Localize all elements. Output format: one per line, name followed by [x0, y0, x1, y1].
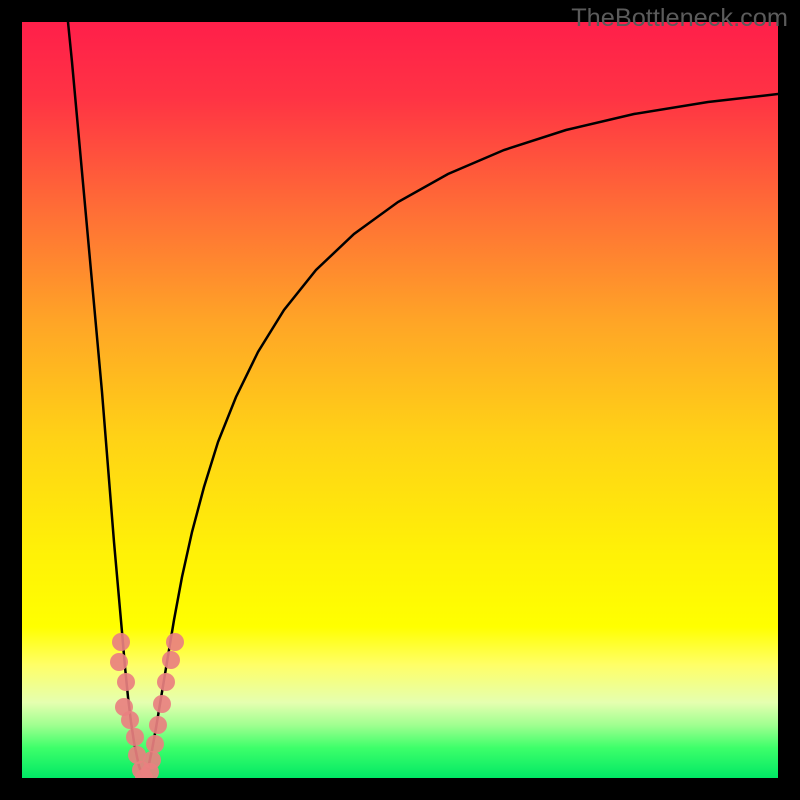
data-point-marker	[117, 673, 135, 691]
data-point-marker	[143, 751, 161, 769]
plot-area	[22, 22, 778, 778]
marker-layer	[22, 22, 778, 778]
data-point-marker	[146, 735, 164, 753]
data-point-marker	[166, 633, 184, 651]
data-point-marker	[110, 653, 128, 671]
data-point-marker	[153, 695, 171, 713]
watermark-text: TheBottleneck.com	[571, 4, 788, 33]
data-point-marker	[112, 633, 130, 651]
data-point-marker	[149, 716, 167, 734]
data-point-marker	[121, 711, 139, 729]
data-point-marker	[162, 651, 180, 669]
data-point-marker	[157, 673, 175, 691]
data-point-marker	[126, 728, 144, 746]
